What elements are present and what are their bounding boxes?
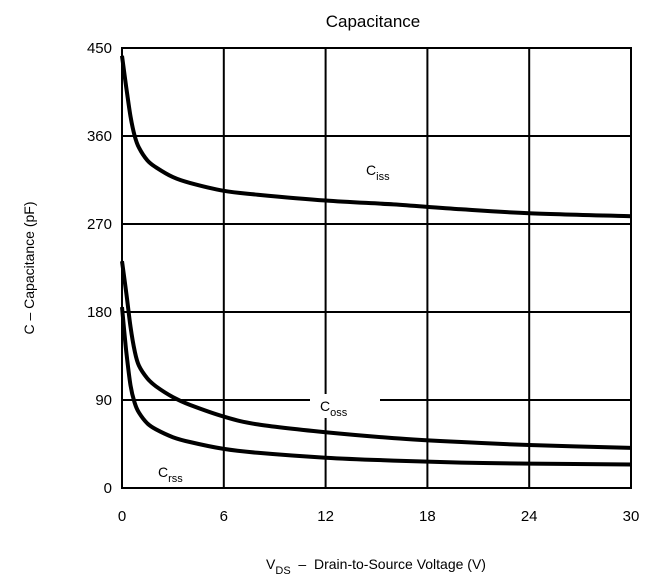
x-tick-label: 0: [118, 508, 126, 525]
series-label-background: [310, 394, 380, 418]
x-tick-label: 6: [220, 508, 228, 525]
x-axis-label: VDS – Drain-to-Source Voltage (V): [266, 556, 486, 577]
y-tick-label: 90: [95, 392, 112, 409]
y-tick-label: 180: [87, 304, 112, 321]
x-tick-label: 30: [623, 508, 640, 525]
series-label-crss: Crss: [158, 464, 183, 485]
y-axis-label: C – Capacitance (pF): [21, 201, 37, 334]
y-tick-label: 270: [87, 216, 112, 233]
series-label-coss: Coss: [320, 398, 348, 419]
series-labels: Ciss Coss Crss: [158, 162, 390, 485]
x-tick-label: 18: [419, 508, 436, 525]
chart-title: Capacitance: [326, 12, 421, 31]
x-axis-label-prefix: V: [266, 556, 276, 572]
series-line-crss: [120, 306, 632, 467]
plot-frame: [121, 47, 632, 489]
x-tick-labels: 0 6 12 18 24 30: [118, 508, 640, 525]
grid: [122, 48, 631, 488]
y-tick-labels: 0 90 180 270 360 450: [87, 40, 112, 497]
y-tick-label: 360: [87, 128, 112, 145]
series-group: [120, 55, 632, 467]
series-label-ciss: Ciss: [366, 162, 390, 183]
x-tick-label: 24: [521, 508, 538, 525]
x-axis-label-text: – Drain-to-Source Voltage (V): [291, 556, 486, 572]
x-axis-label-sub: DS: [275, 565, 290, 577]
y-tick-label: 0: [104, 480, 112, 497]
x-tick-label: 12: [317, 508, 334, 525]
y-tick-label: 450: [87, 40, 112, 57]
series-line-ciss: [120, 55, 632, 219]
series-line-coss: [120, 260, 632, 450]
